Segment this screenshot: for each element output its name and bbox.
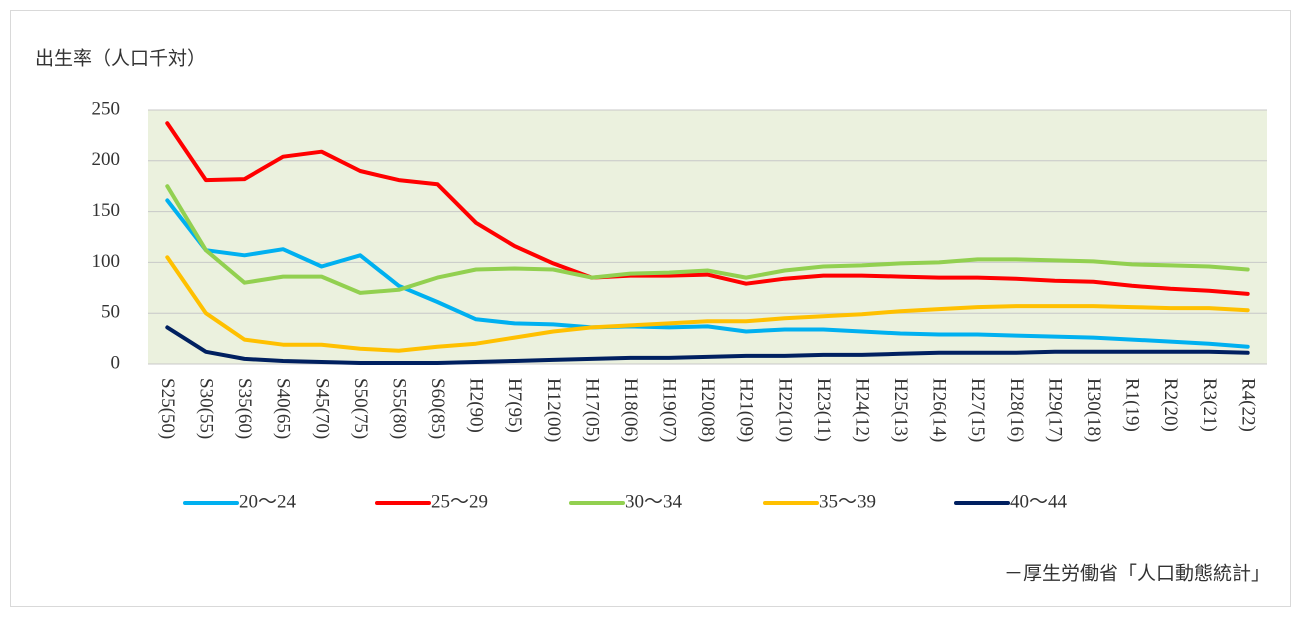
source-note: －厚生労働省「人口動態統計」 (1004, 562, 1270, 584)
y-tick-label: 0 (111, 352, 121, 373)
legend-label: 35～39 (819, 491, 876, 512)
legend-label: 25～29 (431, 491, 488, 512)
x-tick-label: H17(05) (581, 378, 602, 442)
x-tick-label: H28(16) (1006, 378, 1027, 442)
legend-label: 40～44 (1010, 491, 1068, 512)
x-tick-label: R1(19) (1122, 378, 1143, 432)
series-line (165, 184, 1250, 295)
x-tick-label: S55(80) (388, 378, 409, 439)
y-tick-label: 250 (92, 98, 121, 119)
series-line (165, 255, 1250, 353)
legend-label: 20～24 (239, 491, 297, 512)
x-tick-label: S25(50) (157, 378, 178, 439)
x-tick-label: S35(60) (234, 378, 255, 439)
x-tick-label: H24(12) (851, 378, 872, 442)
x-tick-label: H27(15) (967, 378, 988, 442)
x-tick-label: H7(95) (504, 378, 525, 433)
x-tick-label: R2(20) (1160, 378, 1181, 432)
x-tick-label: S40(65) (273, 378, 294, 439)
x-tick-label: H22(10) (774, 378, 795, 442)
x-tick-label: R3(21) (1199, 378, 1220, 432)
x-tick-label: H12(00) (543, 378, 564, 442)
series-line (165, 121, 1250, 296)
chart-title: 出生率（人口千対） (35, 47, 206, 69)
y-tick-label: 50 (101, 302, 120, 323)
series-line (165, 198, 1250, 349)
x-tick-label: H21(09) (736, 378, 757, 442)
x-tick-label: R4(22) (1237, 378, 1258, 432)
x-tick-label: H25(13) (890, 378, 911, 442)
x-tick-label: H20(08) (697, 378, 718, 442)
x-tick-label: S50(75) (350, 378, 371, 439)
x-tick-label: H26(14) (929, 378, 950, 442)
legend-label: 30～34 (625, 491, 683, 512)
y-tick-label: 200 (92, 149, 121, 170)
x-tick-label: H23(11) (813, 378, 834, 442)
x-tick-label: H2(90) (466, 378, 487, 433)
series-line (165, 325, 1250, 365)
x-tick-label: S60(85) (427, 378, 448, 439)
y-tick-label: 150 (92, 200, 121, 221)
x-tick-label: H18(06) (620, 378, 641, 442)
x-tick-label: S30(55) (196, 378, 217, 439)
x-tick-label: S45(70) (311, 378, 332, 439)
x-tick-label: H19(07) (659, 378, 680, 442)
y-tick-label: 100 (92, 251, 121, 272)
x-tick-label: H29(17) (1044, 378, 1065, 442)
x-tick-label: H30(18) (1083, 378, 1104, 442)
